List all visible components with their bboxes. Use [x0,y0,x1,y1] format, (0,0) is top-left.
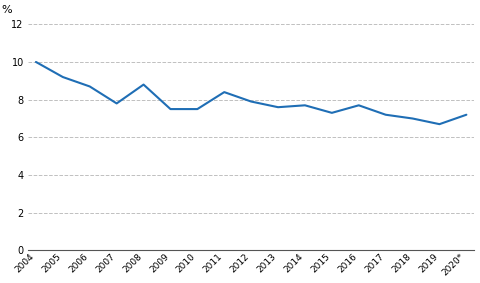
Text: %: % [1,5,12,15]
